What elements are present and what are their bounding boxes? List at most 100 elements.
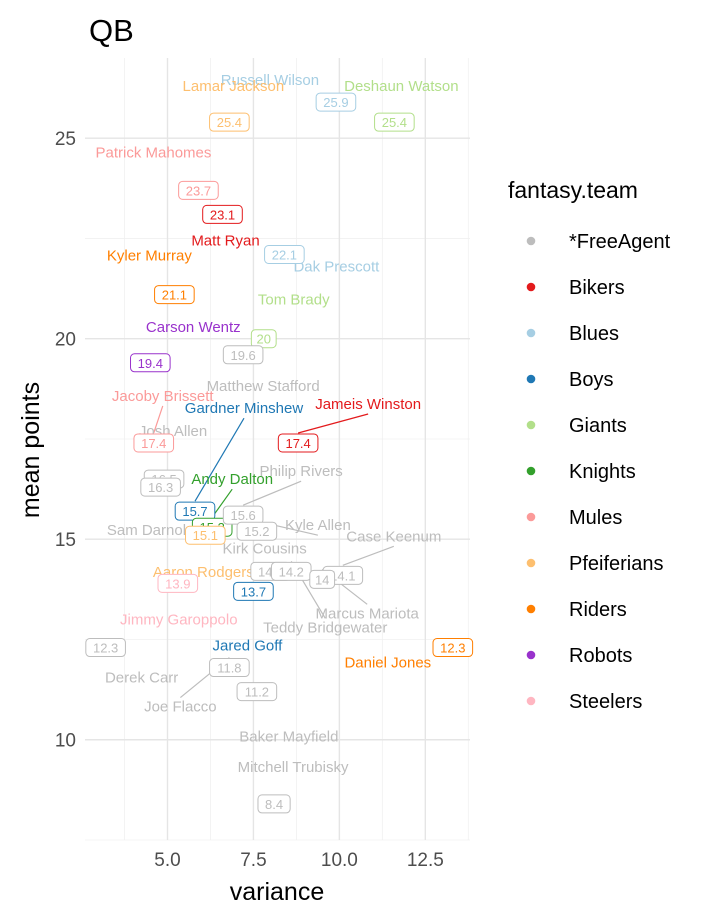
leader-line xyxy=(342,545,395,566)
point-value-box xyxy=(236,521,278,541)
x-tick-label: 7.5 xyxy=(240,850,266,871)
legend-swatch xyxy=(526,696,536,706)
legend-entry: Pfeiferians xyxy=(526,553,664,575)
point-value-label: 25.9 xyxy=(315,92,357,112)
point-value-text: 15.1 xyxy=(193,528,218,543)
point-value-text: 25.4 xyxy=(382,115,407,130)
legend-swatch xyxy=(526,604,536,614)
legend-entry: Robots xyxy=(526,645,632,667)
legend-label: Pfeiferians xyxy=(569,553,664,575)
point-value-box xyxy=(209,112,250,132)
y-axis-label: mean points xyxy=(17,382,45,518)
legend-entry: Bikers xyxy=(526,277,625,299)
point-value-label: 23.7 xyxy=(178,180,219,200)
point-value-text: 11.8 xyxy=(217,661,241,676)
point-value-box xyxy=(264,245,305,265)
y-tick-label: 10 xyxy=(55,731,76,752)
point-value-text: 17.4 xyxy=(141,436,166,451)
legend-title: fantasy.team xyxy=(508,177,638,203)
point-value-label: 17.4 xyxy=(133,433,175,453)
point-value-label: 22.1 xyxy=(264,245,305,265)
legend-label: Riders xyxy=(569,599,627,621)
legend-label: Boys xyxy=(569,369,613,391)
point-value-text: 12.3 xyxy=(93,641,118,656)
point-value-box xyxy=(130,353,171,373)
y-tick-label: 25 xyxy=(55,129,76,150)
point-value-box xyxy=(233,581,274,601)
point-value-text: 20 xyxy=(257,332,271,347)
point-value-label: 14 xyxy=(309,569,336,589)
point-name-label: Case Keenum xyxy=(346,528,441,545)
point-name-label: Patrick Mahomes xyxy=(96,144,212,161)
point-value-label: 11.2 xyxy=(236,682,278,702)
legend-swatch xyxy=(526,374,536,384)
point-value-box xyxy=(250,329,277,349)
point-name-label: Teddy Bridgewater xyxy=(263,619,387,636)
legend-swatch xyxy=(526,466,536,476)
point-value-box xyxy=(257,794,291,814)
legend-entry: Knights xyxy=(526,461,636,483)
point-value-text: 25.9 xyxy=(323,95,348,110)
point-value-text: 23.7 xyxy=(186,183,211,198)
point-value-label: 13.7 xyxy=(233,581,274,601)
legend-entry: Giants xyxy=(526,415,627,437)
legend-entry: *FreeAgent xyxy=(526,231,671,253)
point-name-label: Kirk Cousins xyxy=(223,540,307,557)
point-value-text: 14.1 xyxy=(330,568,355,583)
leader-line xyxy=(297,413,369,434)
point-name-label: Joe Flacco xyxy=(144,699,217,716)
legend-label: Giants xyxy=(569,415,627,437)
point-value-text: 15.7 xyxy=(182,504,207,519)
legend-swatch xyxy=(526,420,536,430)
leader-line xyxy=(194,417,245,502)
legend: *FreeAgent Bikers Blues Boys Giants Knights Mu… xyxy=(526,231,671,713)
legend-entry: Blues xyxy=(526,323,619,345)
point-value-label: 12.3 xyxy=(85,638,126,658)
point-value-labels: 25.9 25.4 25.4 23.7 23.1 22.1 21.1 20 19.4 19.6 17… xyxy=(85,92,474,814)
point-value-label: 19.6 xyxy=(222,345,264,365)
point-name-label: Kyle Allen xyxy=(285,517,351,534)
chart-title: QB xyxy=(89,13,134,48)
point-value-text: 19.6 xyxy=(230,348,255,363)
point-value-text: 16.3 xyxy=(148,480,173,495)
legend-swatch xyxy=(526,512,536,522)
legend-entry: Riders xyxy=(526,599,627,621)
point-value-text: 25.4 xyxy=(217,115,242,130)
point-value-box xyxy=(432,638,474,658)
legend-swatch xyxy=(526,328,536,338)
point-value-text: 23.1 xyxy=(210,207,235,222)
point-value-label: 21.1 xyxy=(154,285,195,305)
point-name-label: Philip Rivers xyxy=(259,463,342,480)
point-value-label: 19.4 xyxy=(130,353,171,373)
point-value-label: 25.4 xyxy=(209,112,250,132)
point-value-box xyxy=(140,477,181,497)
point-value-text: 15.2 xyxy=(244,524,269,539)
point-value-label: 11.8 xyxy=(209,658,250,678)
legend-label: Steelers xyxy=(569,691,642,713)
point-name-label: Russell Wilson xyxy=(221,72,319,89)
point-name-label: Andy Dalton xyxy=(191,471,273,488)
point-name-label: Tom Brady xyxy=(258,292,330,309)
point-value-label: 13.9 xyxy=(157,573,199,593)
legend-swatch xyxy=(526,650,536,660)
point-name-label: Deshaun Watson xyxy=(344,78,459,95)
point-value-box xyxy=(236,682,278,702)
point-value-label: 20 xyxy=(250,329,277,349)
point-value-text: 13.9 xyxy=(165,576,190,591)
point-name-label: Gardner Minshew xyxy=(185,400,304,417)
legend-entry: Steelers xyxy=(526,691,642,713)
legend-entry: Boys xyxy=(526,369,613,391)
point-name-label: Matthew Stafford xyxy=(207,378,320,395)
point-value-text: 14.2 xyxy=(279,564,304,579)
point-name-label: Sam Darnold xyxy=(107,522,195,539)
point-value-label: 12.3 xyxy=(432,638,474,658)
point-value-text: 14 xyxy=(315,572,329,587)
point-name-label: Dak Prescott xyxy=(293,259,380,276)
point-value-label: 25.4 xyxy=(374,112,415,132)
point-value-text: 13.7 xyxy=(241,584,266,599)
point-value-box xyxy=(374,112,415,132)
point-value-text: 19.4 xyxy=(138,356,163,371)
point-value-label: 15.2 xyxy=(236,521,278,541)
